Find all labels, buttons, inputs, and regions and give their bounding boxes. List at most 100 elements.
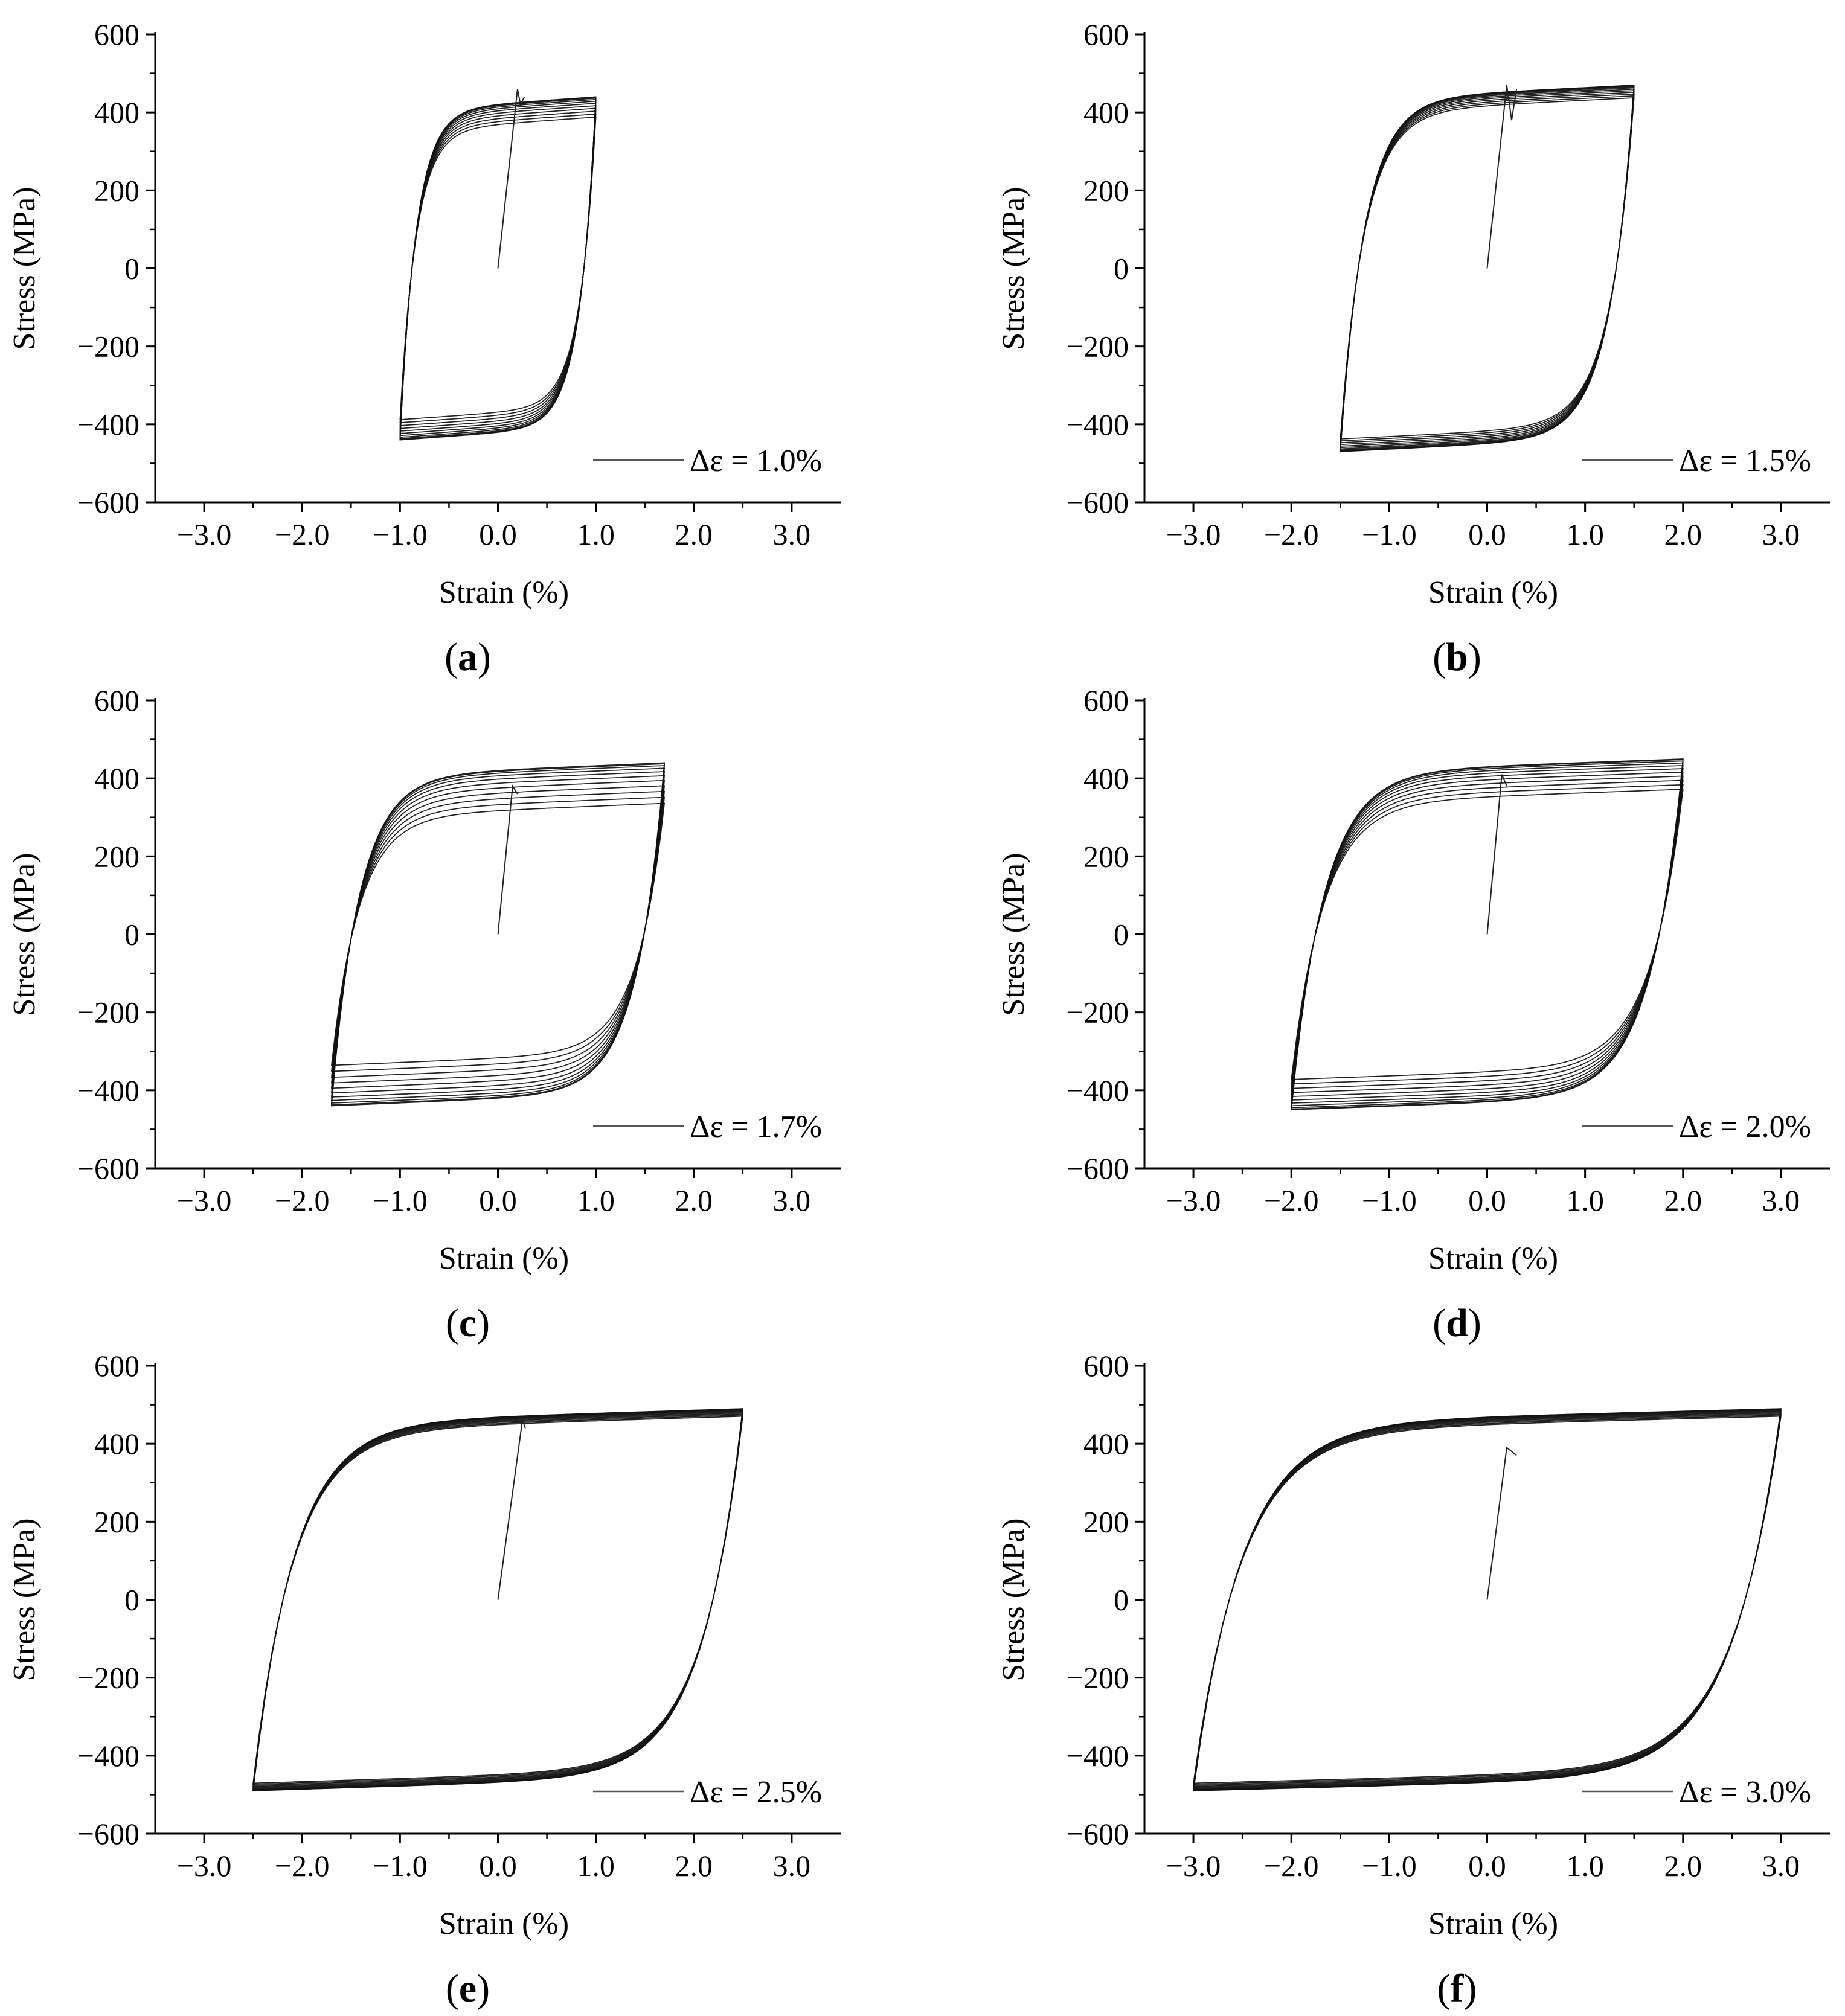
y-axis-title: Stress (MPa) (996, 187, 1031, 350)
legend-label: Δε = 2.0% (1679, 1110, 1811, 1144)
x-tick-label: −3.0 (1166, 1849, 1221, 1883)
cycle-loop (331, 762, 665, 1107)
cycle-loop (331, 763, 665, 1106)
cycle-loop (1291, 758, 1684, 1110)
y-axis-title: Stress (MPa) (7, 853, 42, 1016)
cycle-loop (1340, 93, 1635, 444)
x-tick-label: 2.0 (1664, 1183, 1702, 1217)
y-tick-label: −600 (1067, 485, 1129, 519)
legend-label: Δε = 1.5% (1679, 444, 1811, 478)
y-tick-label: 200 (1083, 1505, 1129, 1538)
y-tick-label: −600 (77, 485, 140, 519)
y-tick-label: −200 (1067, 996, 1129, 1029)
x-tick-label: −1.0 (373, 1849, 428, 1883)
cycle-loop (252, 1409, 743, 1791)
x-tick-label: −2.0 (1264, 1849, 1319, 1883)
cycle-loop (1193, 1410, 1782, 1789)
y-tick-label: 600 (94, 18, 140, 51)
y-tick-label: 400 (94, 761, 140, 795)
y-tick-label: −600 (77, 1817, 140, 1851)
y-axis-title: Stress (MPa) (7, 1518, 42, 1681)
y-tick-label: 0 (124, 252, 140, 286)
x-tick-label: −2.0 (1264, 1183, 1319, 1217)
x-tick-label: 0.0 (479, 1849, 517, 1883)
initial-loading-curve (497, 1420, 526, 1600)
cycle-loop (252, 1412, 743, 1787)
cycle-loop (1291, 789, 1684, 1080)
legend-label: Δε = 1.7% (690, 1110, 822, 1144)
cycle-loop (1340, 88, 1635, 449)
initial-loading-curve (1486, 774, 1507, 935)
x-tick-label: 1.0 (1566, 1183, 1604, 1217)
panel-f: −600 −400 −200 0 200 400 600 −3.0 −2.0 −1.0 0.0 1.0… (996, 1349, 1830, 2011)
x-tick-label: 1.0 (1566, 517, 1604, 551)
cycle-loop (1340, 90, 1635, 447)
cycle-loop (1340, 95, 1635, 442)
y-tick-label: −200 (77, 996, 140, 1029)
cycle-loop (399, 114, 597, 423)
x-tick-label: 1.0 (577, 517, 615, 551)
panel-b: −600 −400 −200 0 200 400 600 −3.0 −2.0 −1.0 0.0 1.0… (996, 18, 1830, 679)
hysteresis-loops (399, 96, 597, 441)
y-tick-label: 400 (94, 95, 140, 129)
cycle-loop (1340, 86, 1635, 451)
y-tick-label: −400 (77, 1739, 140, 1773)
legend-label: Δε = 2.5% (690, 1775, 822, 1810)
x-tick-label: −2.0 (1264, 517, 1319, 551)
cycle-loop (1291, 760, 1684, 1109)
y-tick-label: 400 (1083, 1427, 1129, 1461)
y-tick-label: −400 (1067, 1074, 1129, 1107)
panel-label: (c) (446, 1301, 490, 1345)
y-tick-label: −600 (1067, 1817, 1129, 1851)
cycle-loop (1291, 779, 1684, 1089)
y-tick-label: −600 (1067, 1151, 1129, 1185)
x-tick-label: 0.0 (479, 517, 517, 551)
y-tick-label: 400 (1083, 95, 1129, 129)
cycle-loop (252, 1411, 743, 1788)
y-tick-label: −200 (77, 330, 140, 363)
cycle-loop (331, 790, 665, 1078)
hysteresis-loops (1340, 85, 1635, 452)
cycle-loop (1340, 85, 1635, 452)
x-tick-label: −1.0 (1362, 1183, 1417, 1217)
legend-label: Δε = 1.0% (690, 444, 822, 478)
cycle-loop (399, 105, 597, 432)
y-tick-label: −400 (1067, 1739, 1129, 1773)
cycle-loop (399, 103, 597, 434)
cycle-loop (252, 1414, 743, 1785)
cycle-loop (331, 765, 665, 1104)
x-tick-label: −1.0 (1362, 517, 1417, 551)
x-tick-label: 3.0 (1762, 1849, 1800, 1883)
cycle-loop (330, 802, 666, 1066)
cycle-loop (1193, 1411, 1782, 1788)
panel-e: −600 −400 −200 0 200 400 600 −3.0 −2.0 −1.0 0.0 1.0… (7, 1349, 841, 2011)
hysteresis-loops (1193, 1408, 1782, 1791)
hysteresis-loops (252, 1408, 743, 1791)
cycle-loop (1340, 97, 1635, 440)
x-tick-label: 3.0 (1762, 517, 1800, 551)
x-tick-label: 1.0 (577, 1183, 615, 1217)
y-tick-label: 600 (1083, 683, 1129, 717)
y-tick-label: 200 (1083, 839, 1129, 873)
initial-loading-curve (1486, 85, 1518, 269)
y-tick-label: 0 (1114, 1583, 1129, 1617)
y-tick-label: 400 (94, 1427, 140, 1461)
y-tick-label: −600 (77, 1151, 140, 1185)
cycle-loop (252, 1409, 743, 1790)
y-tick-label: 0 (124, 1583, 140, 1617)
x-tick-label: −3.0 (1166, 1183, 1221, 1217)
x-tick-label: −2.0 (275, 517, 330, 551)
legend-label: Δε = 3.0% (1679, 1775, 1811, 1810)
cycle-loop (1291, 772, 1684, 1097)
cycle-loop (252, 1415, 743, 1784)
cycle-loop (1291, 759, 1684, 1110)
cycle-loop (331, 785, 665, 1084)
hysteresis-loops (1291, 758, 1684, 1110)
x-tick-label: −3.0 (177, 1183, 232, 1217)
panel-d: −600 −400 −200 0 200 400 600 −3.0 −2.0 −1.0 0.0 1.0… (996, 683, 1830, 1345)
y-tick-label: −200 (1067, 330, 1129, 363)
x-tick-label: −2.0 (275, 1183, 330, 1217)
x-tick-label: −3.0 (177, 517, 232, 551)
cycle-loop (399, 97, 597, 440)
